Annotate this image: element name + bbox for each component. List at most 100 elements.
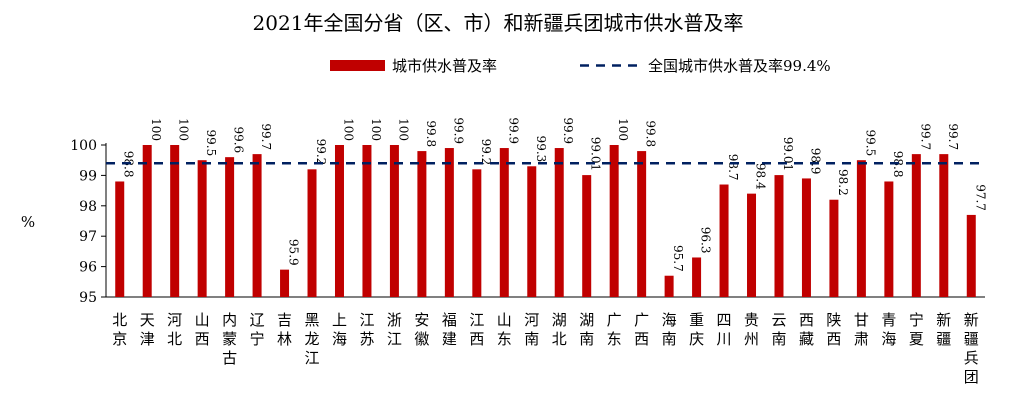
y-tick-label: 97 [79,229,97,245]
x-tick-label: 新疆兵团 [964,311,979,386]
data-label: 99.2 [314,139,328,166]
data-label: 99.8 [644,120,658,147]
data-label: 99.01 [589,137,603,171]
bar [609,145,619,297]
data-label: 96.3 [699,227,713,254]
data-label: 99.6 [232,126,246,153]
bar [389,145,399,297]
x-tick-label: 天津 [140,311,155,348]
data-label: 99.7 [259,123,273,150]
x-tick-label: 湖北 [552,311,567,348]
x-tick-label: 重庆 [689,311,704,348]
y-tick-label: 98 [79,199,97,215]
x-tick-label: 山东 [497,311,512,348]
bar [499,148,509,297]
x-tick-label: 新疆 [936,311,951,348]
data-label: 97.7 [973,184,987,211]
data-label: 100 [396,118,410,141]
bar [334,145,344,297]
data-label: 100 [149,118,163,141]
data-label: 99.7 [918,123,932,150]
x-tick-label: 上海 [332,311,347,348]
bar [637,151,647,297]
data-label: 99.9 [451,117,465,144]
data-label: 99.9 [506,117,520,144]
legend-label-bar: 城市供水普及率 [392,57,497,75]
x-tick-label: 吉林 [277,311,292,348]
data-label: 95.7 [671,245,685,272]
y-tick-label: 95 [79,290,97,306]
bar [197,160,207,297]
data-label: 99.2 [479,139,493,166]
bar [856,160,866,297]
data-label: 100 [616,118,630,141]
x-tick-label: 宁夏 [909,311,924,348]
x-tick-label: 黑龙江 [305,311,320,367]
bar [307,169,317,297]
bar [554,148,564,297]
y-tick-label: 100 [70,138,97,154]
x-tick-label: 江西 [469,311,484,348]
bar [170,145,180,297]
legend-swatch-bar [330,60,385,71]
bar [582,175,592,297]
x-tick-label: 辽宁 [250,311,265,348]
x-tick-label: 广东 [607,311,622,348]
data-label: 100 [177,118,191,141]
x-tick-label: 山西 [195,311,210,348]
bar [142,145,152,297]
bar [966,214,976,297]
x-tick-label: 西藏 [799,311,814,348]
x-tick-label: 海南 [662,311,677,348]
bar [252,154,262,297]
bar [527,166,537,297]
bar [939,154,949,297]
data-label: 99.9 [561,117,575,144]
bar [719,184,729,297]
bar [115,181,125,297]
y-tick-label: 96 [79,260,97,276]
data-label: 99.5 [863,129,877,156]
x-tick-label: 四川 [717,311,732,348]
bar [692,257,702,297]
data-label: 95.9 [287,239,301,266]
x-tick-label: 福建 [442,311,457,348]
data-label: 98.2 [836,169,850,196]
bar [884,181,894,297]
y-tick-label: 99 [79,168,97,184]
x-tick-label: 江苏 [359,311,374,348]
x-tick-label: 河北 [167,311,182,348]
y-axis-label: % [21,213,35,231]
bar [664,275,674,297]
bar [225,157,235,297]
bar [747,193,757,297]
x-tick-label: 安徽 [414,311,429,348]
bar [829,199,839,297]
x-tick-label: 贵州 [744,311,759,348]
bar [280,269,290,297]
x-tick-label: 浙江 [387,311,402,348]
x-tick-label: 北京 [112,311,127,348]
x-tick-label: 青海 [881,311,896,348]
data-label: 98.7 [726,154,740,181]
data-label: 100 [341,118,355,141]
data-label: 99.7 [946,123,960,150]
x-tick-label: 陕西 [826,311,841,348]
data-label: 99.01 [781,137,795,171]
x-tick-label: 广西 [634,311,649,348]
x-tick-label: 湖南 [579,311,594,348]
bar [911,154,921,297]
bar [362,145,372,297]
bar [472,169,482,297]
bar [417,151,427,297]
x-tick-label: 河南 [524,311,539,348]
bar [801,178,811,297]
x-tick-label: 甘肃 [854,311,869,348]
chart-title: 2021年全国分省（区、市）和新疆兵团城市供水普及率 [253,11,744,35]
data-label: 99.8 [424,120,438,147]
data-label: 99.3 [534,136,548,163]
data-label: 98.4 [754,163,768,190]
bar [774,175,784,297]
x-tick-label: 内蒙古 [222,311,237,367]
bar [444,148,454,297]
